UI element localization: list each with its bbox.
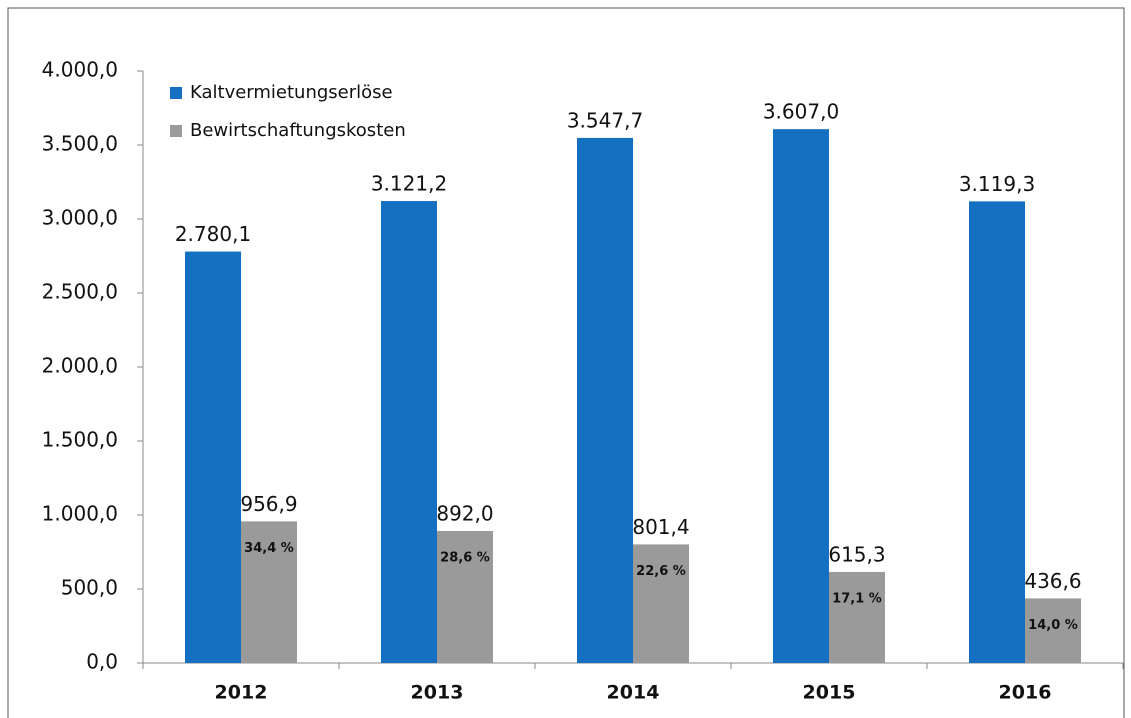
value-label: 892,0	[436, 501, 493, 525]
x-tick-label: 2014	[607, 682, 660, 704]
annotation: 14,0 %	[1028, 618, 1078, 633]
bar	[1025, 598, 1081, 663]
value-label: 3.121,2	[371, 172, 447, 196]
y-tick-label: 2.500,0	[42, 280, 118, 304]
bar	[969, 201, 1025, 663]
x-tick-label: 2013	[411, 682, 464, 704]
bar	[437, 530, 493, 663]
x-tick-label: 2016	[999, 682, 1052, 704]
y-tick-label: 500,0	[61, 576, 118, 600]
y-tick-label: 1.500,0	[42, 428, 118, 452]
legend-label: Bewirtschaftungskosten	[190, 120, 406, 141]
y-tick-label: 4.000,0	[42, 58, 118, 82]
x-tick-label: 2012	[215, 682, 268, 704]
bar	[241, 521, 297, 663]
y-tick-label: 1.000,0	[42, 502, 118, 526]
value-label: 956,9	[240, 492, 297, 516]
value-label: 436,6	[1024, 569, 1081, 593]
value-label: 3.607,0	[763, 100, 839, 124]
value-label: 2.780,1	[175, 222, 251, 246]
annotation: 28,6 %	[440, 550, 490, 565]
annotation: 17,1 %	[832, 591, 882, 606]
annotation: 22,6 %	[636, 564, 686, 579]
value-label: 3.119,3	[959, 172, 1035, 196]
value-label: 3.547,7	[567, 108, 643, 132]
legend-label: Kaltvermietungserlöse	[190, 82, 393, 103]
bar	[577, 137, 633, 663]
value-label: 801,4	[632, 515, 689, 539]
bar	[773, 129, 829, 663]
x-tick-label: 2015	[803, 682, 856, 704]
y-tick-label: 3.500,0	[42, 132, 118, 156]
y-tick-label: 2.000,0	[42, 354, 118, 378]
frame	[7, 7, 1125, 718]
bar	[633, 544, 689, 663]
y-tick-label: 3.000,0	[42, 206, 118, 230]
legend-swatch	[170, 87, 182, 99]
legend-swatch	[170, 125, 182, 137]
y-tick-label: 0,0	[86, 650, 118, 674]
bar	[185, 251, 241, 663]
bar	[381, 201, 437, 664]
bar	[829, 571, 885, 663]
annotation: 34,4 %	[244, 541, 294, 556]
value-label: 615,3	[828, 542, 885, 566]
